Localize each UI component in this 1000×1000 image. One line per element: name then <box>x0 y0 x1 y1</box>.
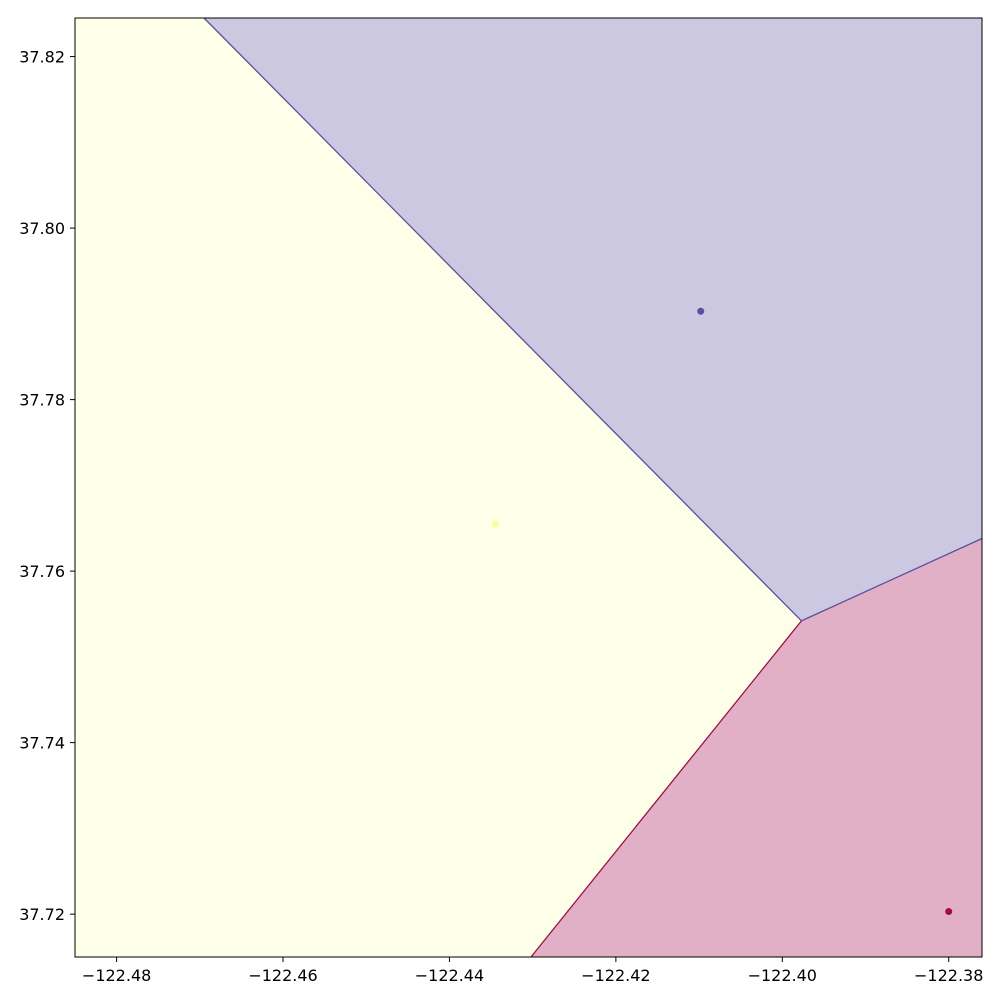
x-tick-label: −122.46 <box>248 966 317 985</box>
border-yellow-pink <box>530 620 802 958</box>
site-point-2 <box>697 307 705 315</box>
voronoi-regions <box>75 18 982 957</box>
site-point-1 <box>491 520 499 528</box>
y-tick-label: 37.82 <box>19 48 65 67</box>
x-axis: −122.48 −122.46 −122.44 −122.42 −122.40 −122.… <box>82 957 983 985</box>
voronoi-borders <box>203 17 983 958</box>
y-axis: 37.72 37.74 37.76 37.78 37.80 37.82 <box>19 48 75 924</box>
y-tick-label: 37.74 <box>19 734 65 753</box>
voronoi-region-3 <box>531 538 982 957</box>
x-tick-label: −122.38 <box>914 966 983 985</box>
site-point-3 <box>945 908 953 916</box>
axes-frame <box>74 17 983 958</box>
y-tick-label: 37.80 <box>19 219 65 238</box>
y-tick-label: 37.72 <box>19 905 65 924</box>
voronoi-region-1 <box>75 18 802 957</box>
x-tick-label: −122.42 <box>581 966 650 985</box>
x-tick-label: −122.40 <box>748 966 817 985</box>
x-tick-label: −122.48 <box>82 966 151 985</box>
border-purple-pink <box>801 537 983 622</box>
border-yellow-purple <box>203 17 802 622</box>
y-tick-label: 37.78 <box>19 391 65 410</box>
y-tick-label: 37.76 <box>19 562 65 581</box>
voronoi-region-2 <box>204 18 982 621</box>
x-tick-label: −122.44 <box>415 966 484 985</box>
site-points <box>491 307 953 916</box>
